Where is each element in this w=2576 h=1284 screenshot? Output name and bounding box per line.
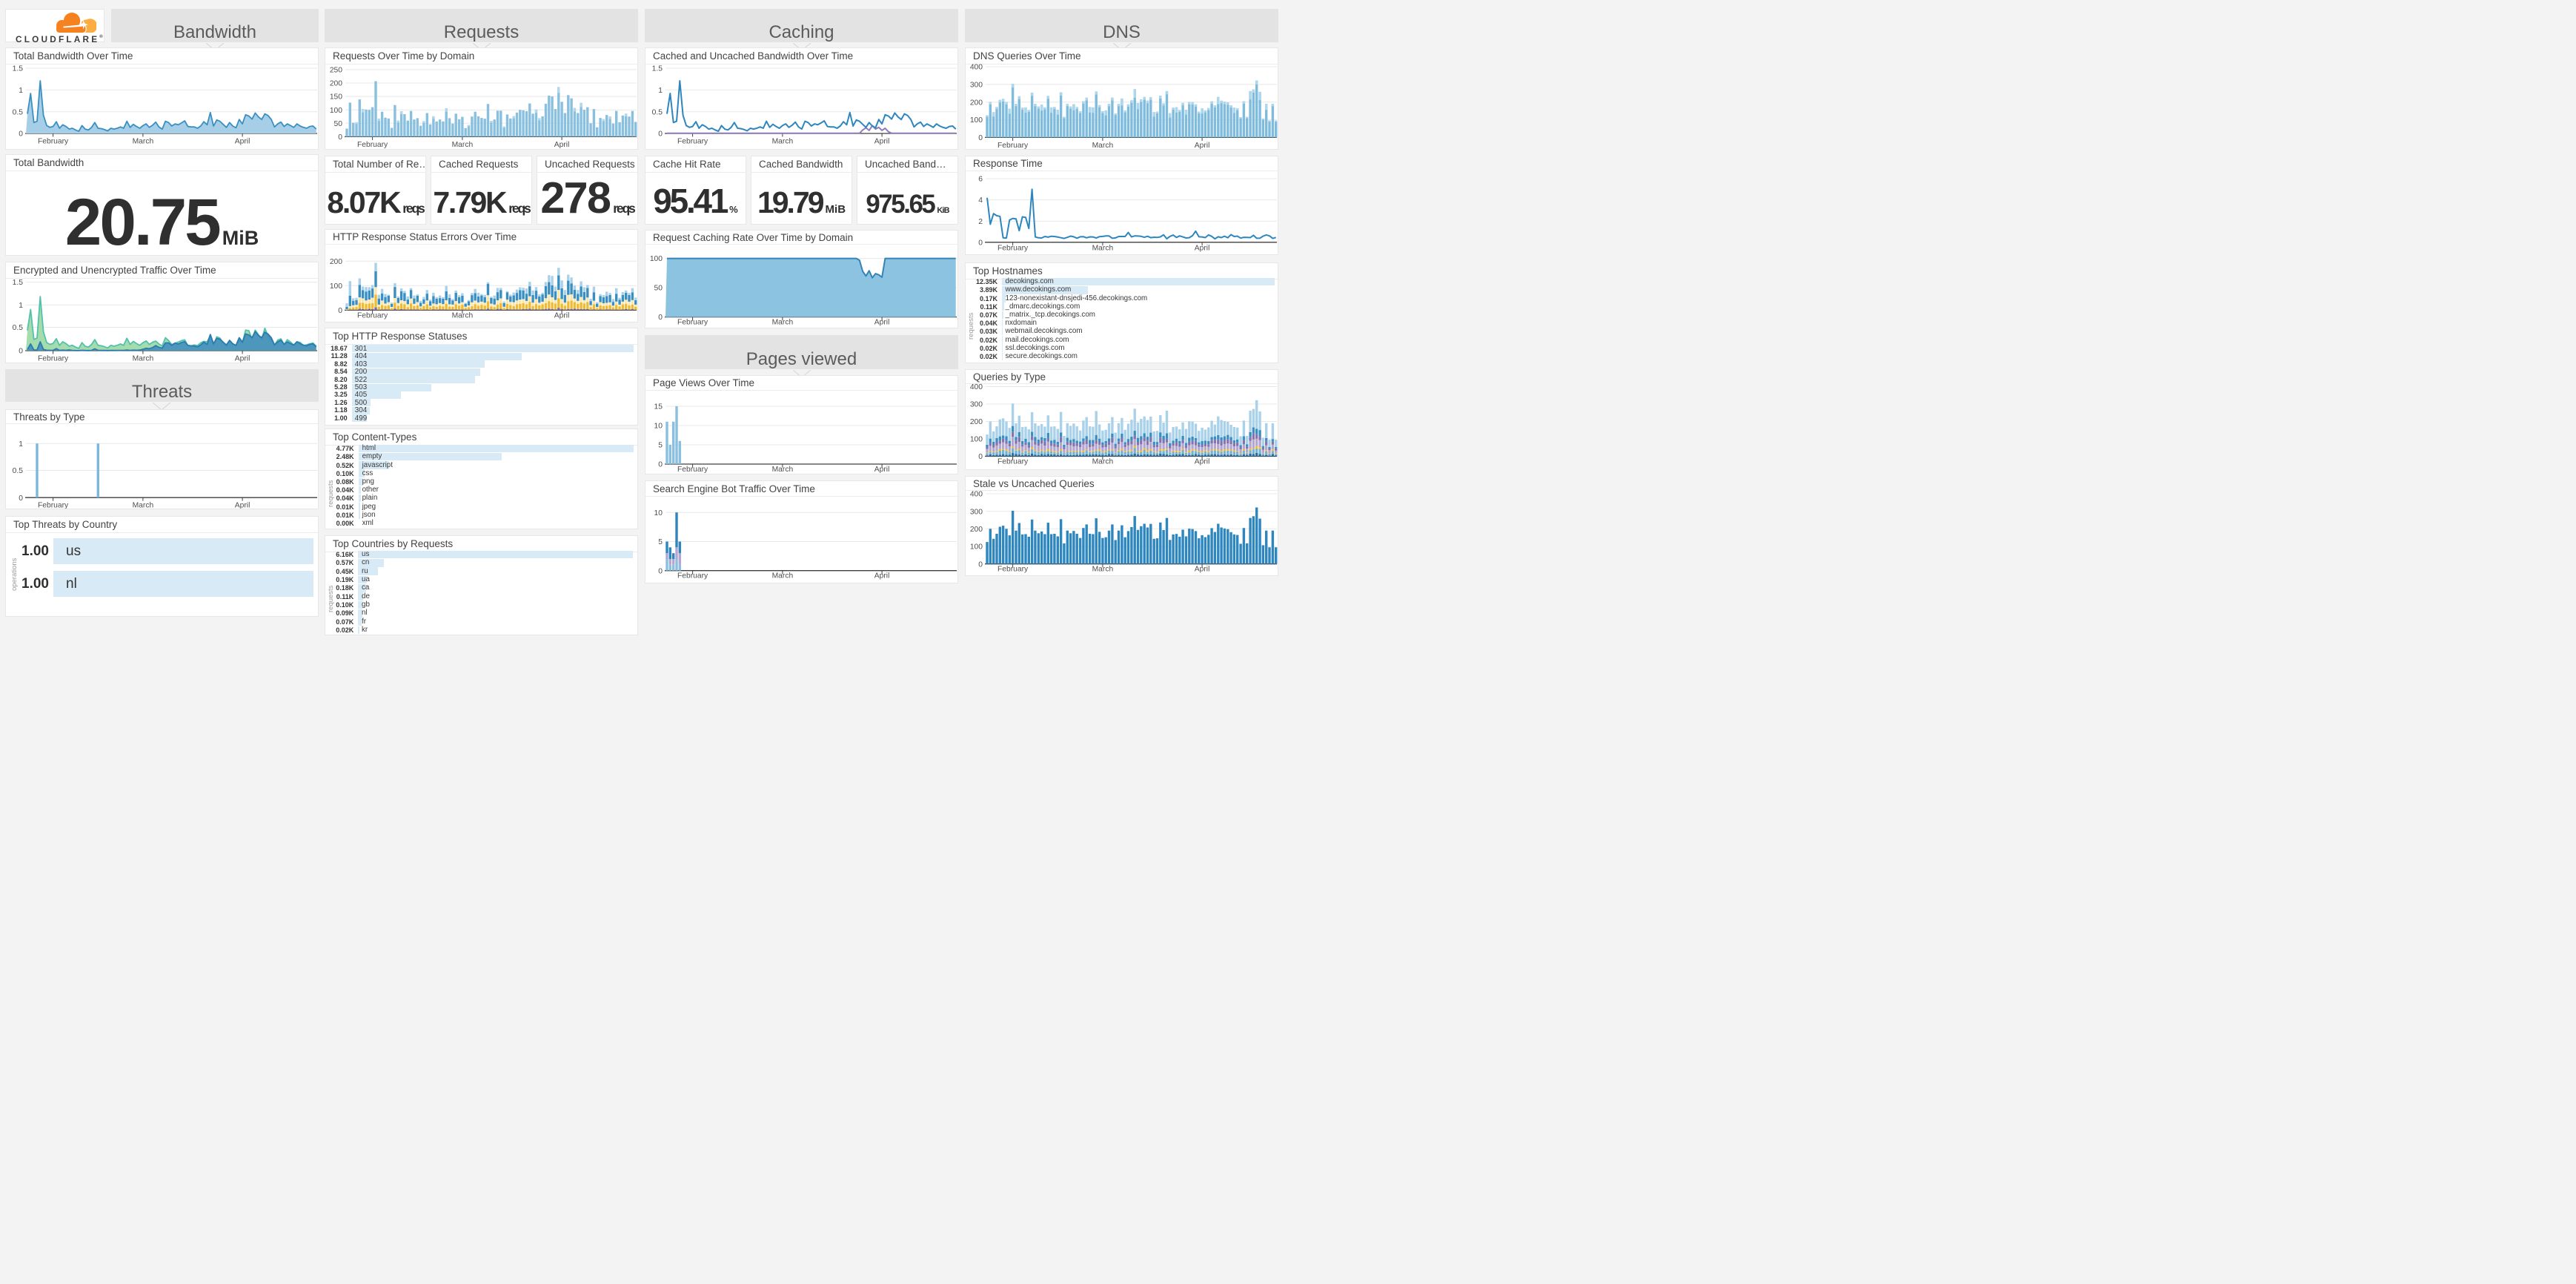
svg-text:February: February <box>38 355 69 363</box>
svg-text:400: 400 <box>970 383 983 391</box>
svg-text:100: 100 <box>330 282 342 291</box>
svg-text:February: February <box>38 502 69 509</box>
svg-text:March: March <box>1092 245 1114 253</box>
svg-text:0: 0 <box>658 130 663 139</box>
svg-text:0.5: 0.5 <box>13 324 24 332</box>
svg-text:250: 250 <box>330 67 342 75</box>
svg-text:1.5: 1.5 <box>13 279 24 287</box>
svg-text:400: 400 <box>970 64 983 72</box>
svg-text:1: 1 <box>19 87 23 95</box>
svg-text:2: 2 <box>978 218 983 226</box>
svg-text:1: 1 <box>658 87 663 95</box>
svg-text:April: April <box>554 141 570 149</box>
svg-text:300: 300 <box>970 82 983 90</box>
svg-text:100: 100 <box>970 436 983 444</box>
svg-text:1.5: 1.5 <box>652 65 663 73</box>
svg-text:March: March <box>133 502 154 509</box>
svg-text:February: February <box>357 141 388 149</box>
svg-text:5: 5 <box>658 538 663 546</box>
svg-text:0: 0 <box>978 453 983 461</box>
svg-text:0: 0 <box>19 348 23 356</box>
svg-text:300: 300 <box>970 401 983 409</box>
svg-text:1: 1 <box>19 302 23 310</box>
svg-text:50: 50 <box>654 285 663 293</box>
svg-text:200: 200 <box>330 258 342 266</box>
svg-text:April: April <box>874 572 890 580</box>
svg-text:0.5: 0.5 <box>13 467 24 475</box>
svg-text:400: 400 <box>970 491 983 499</box>
svg-text:March: March <box>1092 458 1114 466</box>
svg-text:April: April <box>235 502 250 509</box>
svg-text:March: March <box>1092 566 1114 574</box>
svg-text:February: February <box>997 142 1029 149</box>
svg-text:0: 0 <box>978 134 983 142</box>
svg-text:April: April <box>554 312 570 320</box>
svg-text:March: March <box>772 466 794 474</box>
svg-text:March: March <box>772 572 794 580</box>
svg-text:February: February <box>677 138 708 146</box>
svg-text:200: 200 <box>970 526 983 534</box>
svg-text:April: April <box>1195 142 1210 149</box>
svg-text:March: March <box>452 141 474 149</box>
svg-text:March: March <box>772 138 794 146</box>
svg-text:4: 4 <box>978 196 983 205</box>
svg-text:February: February <box>38 138 69 146</box>
svg-text:0.5: 0.5 <box>13 108 24 116</box>
svg-text:February: February <box>997 458 1029 466</box>
svg-text:100: 100 <box>650 255 663 263</box>
svg-text:10: 10 <box>654 509 663 517</box>
svg-text:0: 0 <box>658 567 663 575</box>
svg-text:300: 300 <box>970 508 983 516</box>
svg-text:10: 10 <box>654 423 663 431</box>
svg-text:0: 0 <box>338 307 342 315</box>
svg-text:15: 15 <box>654 403 663 411</box>
svg-text:200: 200 <box>330 80 342 88</box>
svg-text:March: March <box>772 319 794 327</box>
svg-text:February: February <box>997 245 1029 253</box>
svg-text:March: March <box>1092 142 1114 149</box>
svg-text:April: April <box>235 138 250 146</box>
svg-text:150: 150 <box>330 93 342 102</box>
svg-text:0: 0 <box>978 560 983 569</box>
svg-text:March: March <box>452 312 474 320</box>
svg-text:50: 50 <box>334 120 343 128</box>
svg-text:April: April <box>235 355 250 363</box>
svg-text:February: February <box>677 319 708 327</box>
svg-text:0.5: 0.5 <box>652 108 663 116</box>
svg-text:April: April <box>874 319 890 327</box>
svg-text:0: 0 <box>338 133 342 142</box>
svg-text:March: March <box>133 355 154 363</box>
svg-text:April: April <box>1195 458 1210 466</box>
svg-text:April: April <box>1195 245 1210 253</box>
svg-text:February: February <box>357 312 388 320</box>
svg-text:April: April <box>874 466 890 474</box>
svg-text:1: 1 <box>19 440 23 449</box>
svg-text:1.5: 1.5 <box>13 65 24 73</box>
svg-text:6: 6 <box>978 176 983 184</box>
svg-text:5: 5 <box>658 442 663 450</box>
svg-text:0: 0 <box>19 494 23 503</box>
svg-text:April: April <box>1195 566 1210 574</box>
svg-text:April: April <box>874 138 890 146</box>
svg-text:200: 200 <box>970 99 983 107</box>
svg-text:0: 0 <box>658 314 663 322</box>
svg-text:100: 100 <box>330 107 342 115</box>
svg-text:0: 0 <box>19 130 23 139</box>
svg-text:February: February <box>997 566 1029 574</box>
svg-text:February: February <box>677 572 708 580</box>
svg-text:100: 100 <box>970 116 983 125</box>
svg-text:100: 100 <box>970 543 983 552</box>
svg-text:February: February <box>677 466 708 474</box>
svg-text:0: 0 <box>658 461 663 469</box>
svg-text:0: 0 <box>978 239 983 247</box>
svg-text:March: March <box>133 138 154 146</box>
svg-text:200: 200 <box>970 418 983 426</box>
